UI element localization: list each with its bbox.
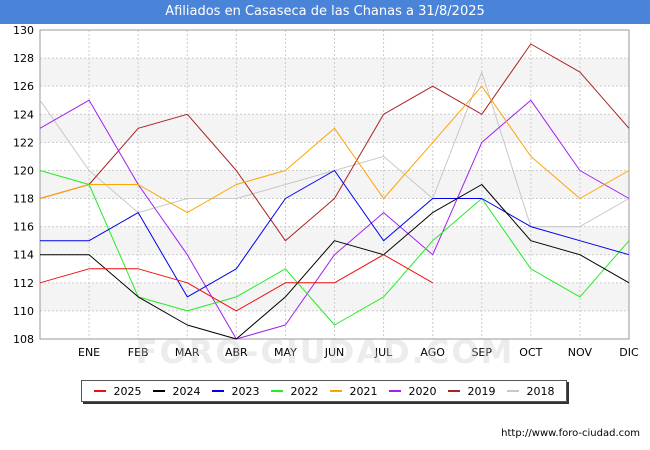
x-tick-label: JUN	[324, 346, 345, 359]
x-tick-label: AGO	[420, 346, 445, 359]
legend-swatch	[506, 390, 519, 392]
legend-label: 2022	[290, 384, 319, 398]
x-tick-label: ENE	[78, 346, 100, 359]
legend-entry-2021: 2021	[329, 384, 378, 398]
legend-label: 2024	[172, 384, 201, 398]
y-tick-label: 112	[13, 277, 34, 290]
x-tick-label: ABR	[225, 346, 248, 359]
series-line-2024	[40, 184, 630, 340]
legend-label: 2020	[408, 384, 437, 398]
legend-entry-2023: 2023	[211, 384, 260, 398]
y-tick-label: 118	[13, 193, 34, 206]
legend-entry-2020: 2020	[388, 384, 437, 398]
legend-swatch	[270, 390, 283, 392]
plot-border	[39, 29, 630, 340]
x-tick-label: MAR	[175, 346, 200, 359]
source-credit: http://www.foro-ciudad.com	[501, 428, 640, 439]
legend-swatch	[388, 390, 401, 392]
x-tick-label: NOV	[568, 346, 593, 359]
legend-entry-2024: 2024	[152, 384, 201, 398]
legend-swatch	[93, 390, 106, 392]
x-tick-label: MAY	[274, 346, 297, 359]
y-tick-label: 116	[13, 221, 34, 234]
y-tick-label: 122	[13, 136, 34, 149]
legend-entry-2025: 2025	[93, 384, 142, 398]
y-tick-label: 108	[13, 333, 34, 346]
y-tick-label: 114	[13, 249, 34, 262]
legend-label: 2023	[231, 384, 260, 398]
series-line-2023	[40, 170, 630, 298]
legend-entry-2018: 2018	[506, 384, 555, 398]
y-tick-label: 128	[13, 52, 34, 65]
y-tick-label: 120	[13, 164, 34, 177]
legend-entry-2022: 2022	[270, 384, 319, 398]
legend-swatch	[447, 390, 460, 392]
chart-title: Afiliados en Casaseca de las Chanas a 31…	[0, 0, 650, 24]
y-tick-label: 124	[13, 108, 34, 121]
x-tick-label: SEP	[471, 346, 492, 359]
legend-swatch	[329, 390, 342, 392]
legend-swatch	[152, 390, 165, 392]
y-tick-label: 130	[13, 24, 34, 37]
chart-legend: 2025 2024 2023 2022 2021 2020 2019 2018	[81, 380, 567, 402]
x-tick-label: DIC	[619, 346, 639, 359]
series-line-2021	[39, 85, 630, 214]
y-tick-label: 110	[13, 305, 34, 318]
legend-swatch	[211, 390, 224, 392]
y-tick-label: 126	[13, 80, 34, 93]
legend-entry-2019: 2019	[447, 384, 496, 398]
legend-label: 2018	[526, 384, 555, 398]
series-line-2025	[39, 254, 433, 312]
x-tick-label: FEB	[128, 346, 149, 359]
legend-label: 2025	[113, 384, 142, 398]
x-tick-label: JUL	[374, 346, 393, 359]
legend-label: 2021	[349, 384, 378, 398]
x-tick-label: OCT	[519, 346, 542, 359]
legend-label: 2019	[467, 384, 496, 398]
series-line-2019	[39, 43, 630, 242]
